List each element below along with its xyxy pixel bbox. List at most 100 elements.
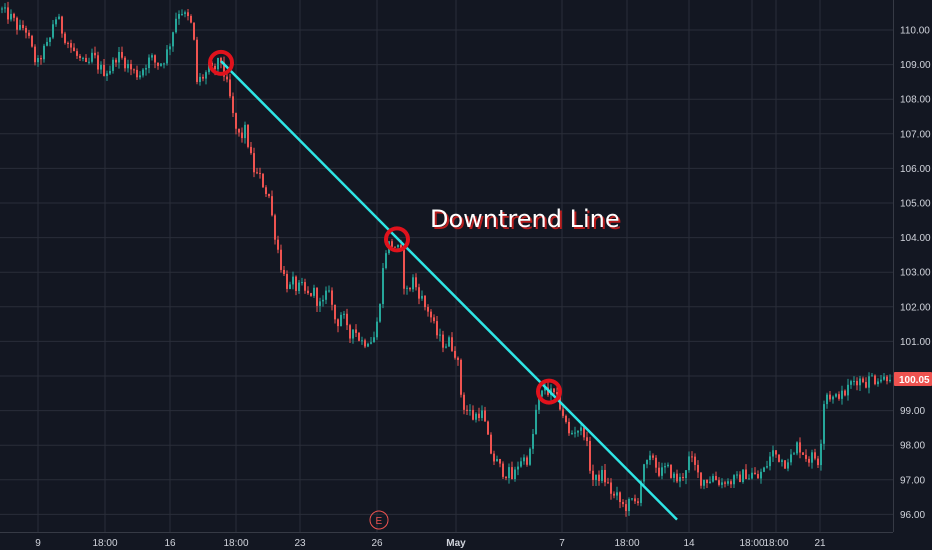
candle-body — [247, 124, 249, 147]
candle-body — [580, 427, 582, 431]
candle-body — [205, 72, 207, 79]
candle-body — [475, 413, 477, 420]
candle-body — [634, 498, 636, 502]
earnings-event-marker[interactable]: E — [369, 510, 389, 530]
candle-body — [379, 304, 381, 322]
candle-body — [142, 69, 144, 76]
candle-body — [877, 381, 879, 385]
candle-body — [139, 75, 141, 78]
candle-body — [622, 502, 624, 505]
candle-body — [703, 479, 705, 486]
grid — [0, 0, 893, 532]
candle-body — [502, 463, 504, 477]
candle-body — [361, 340, 363, 342]
candle-body — [706, 479, 708, 484]
downtrend-line[interactable] — [220, 60, 678, 521]
candle-body — [658, 467, 660, 476]
candle-body — [736, 474, 738, 476]
candle-body — [28, 32, 30, 36]
candle-body — [637, 501, 639, 503]
candle-body — [793, 453, 795, 455]
candle-body — [871, 375, 873, 377]
candle-body — [13, 13, 15, 18]
candle-body — [181, 13, 183, 15]
candle-body — [103, 64, 105, 76]
candles — [1, 1, 891, 517]
candle-body — [217, 57, 219, 70]
candle-body — [466, 409, 468, 411]
candle-body — [220, 57, 222, 63]
candle-body — [760, 471, 762, 479]
candle-body — [673, 473, 675, 478]
candle-body — [58, 16, 60, 20]
candle-body — [778, 454, 780, 462]
candle-body — [64, 33, 66, 43]
candle-body — [469, 409, 471, 411]
candle-body — [865, 382, 867, 388]
candle-body — [370, 342, 372, 344]
candle-body — [652, 455, 654, 458]
candle-body — [394, 246, 396, 248]
candle-body — [85, 57, 87, 62]
candle-body — [448, 337, 450, 347]
x-tick-label: 18:00 — [223, 538, 248, 549]
candle-body — [190, 16, 192, 23]
candle-body — [541, 390, 543, 397]
candle-body — [43, 45, 45, 60]
candle-body — [844, 390, 846, 396]
candle-body — [847, 384, 849, 396]
candle-body — [340, 314, 342, 327]
candle-body — [400, 244, 402, 250]
candle-body — [1, 8, 3, 10]
candle-body — [445, 346, 447, 348]
candle-body — [790, 454, 792, 463]
candle-body — [811, 452, 813, 463]
candle-body — [700, 472, 702, 486]
candle-body — [472, 409, 474, 420]
candle-body — [253, 153, 255, 173]
candle-body — [334, 304, 336, 320]
candle-body — [109, 70, 111, 74]
candle-body — [37, 58, 39, 63]
candle-body — [286, 273, 288, 289]
candle-body — [646, 460, 648, 465]
candle-body — [304, 282, 306, 291]
candle-body — [643, 464, 645, 482]
x-tick-label: 18:00 — [763, 538, 788, 549]
candle-body — [157, 62, 159, 66]
y-tick-label: 107.00 — [900, 129, 931, 140]
candle-body — [46, 41, 48, 46]
candle-body — [325, 290, 327, 300]
candle-body — [19, 24, 21, 30]
candle-body — [499, 458, 501, 464]
candle-body — [553, 388, 555, 393]
candle-body — [136, 69, 138, 78]
candle-body — [763, 467, 765, 472]
candle-body — [430, 311, 432, 318]
candle-body — [355, 329, 357, 333]
candle-body — [61, 16, 63, 34]
candle-body — [496, 458, 498, 462]
candle-body — [880, 379, 882, 382]
candle-body — [712, 476, 714, 482]
candle-body — [532, 434, 534, 449]
candle-body — [625, 504, 627, 512]
candle-body — [316, 287, 318, 306]
candle-body — [94, 52, 96, 56]
candle-body — [241, 132, 243, 139]
candle-body — [799, 442, 801, 453]
candle-body — [463, 394, 465, 410]
x-tick-label: May — [446, 538, 466, 549]
y-tick-label: 104.00 — [900, 233, 931, 244]
candle-body — [715, 476, 717, 481]
candle-body — [169, 46, 171, 50]
candle-body — [397, 244, 399, 248]
y-tick-label: 102.00 — [900, 302, 931, 313]
candle-body — [40, 58, 42, 60]
candle-body — [223, 62, 225, 77]
candle-body — [688, 456, 690, 471]
candle-body — [22, 24, 24, 29]
candle-body — [772, 450, 774, 457]
candle-body — [697, 464, 699, 473]
